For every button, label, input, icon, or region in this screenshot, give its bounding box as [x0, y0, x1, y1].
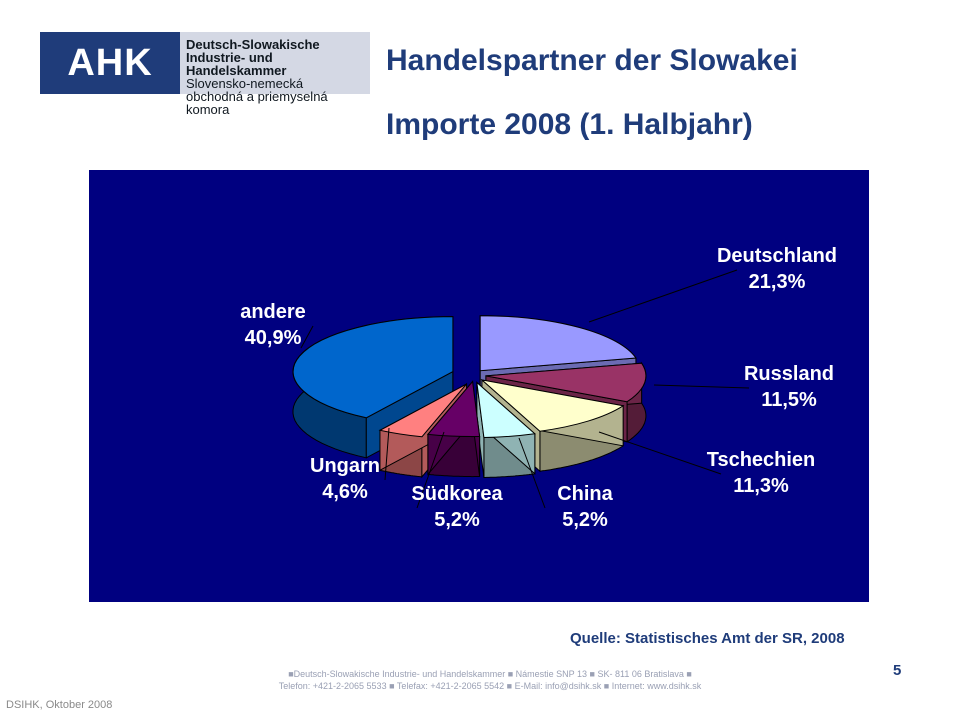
pie-slice-südkorea [426, 380, 481, 478]
chart-area: Deutschland 21,3% Russland 11,5% Tschechien 1… [89, 170, 869, 602]
slice-label-russland: Russland [744, 363, 834, 385]
pie-slice-china [476, 381, 536, 478]
logo-line1: Deutsch-Slowakische [186, 37, 320, 52]
leader-line-tschechien [598, 431, 722, 475]
footer-address: ■Deutsch-Slowakische Industrie- und Hand… [200, 668, 780, 692]
logo-text: Deutsch-Slowakische Industrie- und Hande… [186, 38, 370, 116]
slide-title: Handelspartner der Slowakei [386, 44, 798, 77]
footer-line1: ■Deutsch-Slowakische Industrie- und Hand… [288, 669, 692, 679]
footer-date: DSIHK, Oktober 2008 [6, 699, 113, 711]
slice-label-südkorea: Südkorea [411, 483, 503, 505]
page-number: 5 [893, 662, 902, 679]
leader-line-ungarn [384, 427, 390, 481]
slice-value-deutschland: 21,3% [749, 271, 806, 293]
slice-label-ungarn: Ungarn [310, 455, 380, 477]
logo-abbr: AHK [40, 32, 180, 94]
slice-label-tschechien: Tschechien [707, 449, 816, 471]
leader-line-china [518, 437, 546, 509]
slice-label-china: China [557, 483, 613, 505]
leader-line-deutschland [588, 269, 738, 323]
footer-line2: Telefon: +421-2-2065 5533 ■ Telefax: +42… [278, 681, 702, 691]
leader-line-südkorea [416, 431, 445, 509]
slice-value-china: 5,2% [562, 509, 608, 531]
leader-line-russland [653, 384, 750, 389]
slice-value-ungarn: 4,6% [322, 481, 368, 503]
logo: AHK Deutsch-Slowakische Industrie- und H… [40, 32, 370, 116]
slice-value-russland: 11,5% [761, 389, 817, 411]
slide-subtitle: Importe 2008 (1. Halbjahr) [386, 108, 753, 141]
leader-line-andere [300, 325, 314, 349]
pie-chart: Deutschland 21,3% Russland 11,5% Tschechien 1… [240, 245, 837, 531]
logo-line3: Slovensko-nemecká [186, 76, 304, 91]
slice-value-andere: 40,9% [245, 327, 302, 349]
source-note: Quelle: Statistisches Amt der SR, 2008 [570, 630, 845, 647]
logo-line4: obchodná a priemyselná komora [186, 89, 328, 117]
logo-line2: Industrie- und Handelskammer [186, 50, 287, 78]
slice-value-tschechien: 11,3% [733, 475, 789, 497]
slice-value-südkorea: 5,2% [434, 509, 480, 531]
slice-label-deutschland: Deutschland [717, 245, 837, 267]
slice-label-andere: andere [240, 301, 306, 323]
